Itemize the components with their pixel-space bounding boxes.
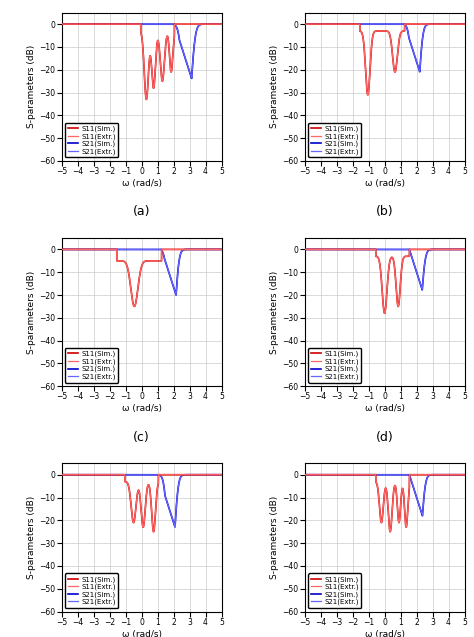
Y-axis label: S-parameters (dB): S-parameters (dB) — [27, 271, 36, 354]
Text: (d): (d) — [376, 431, 393, 444]
Legend: S11(Sim.), S11(Extr.), S21(Sim.), S21(Extr.): S11(Sim.), S11(Extr.), S21(Sim.), S21(Ex… — [65, 123, 118, 157]
Text: (a): (a) — [133, 205, 150, 218]
X-axis label: ω (rad/s): ω (rad/s) — [365, 629, 405, 637]
Legend: S11(Sim.), S11(Extr.), S21(Sim.), S21(Extr.): S11(Sim.), S11(Extr.), S21(Sim.), S21(Ex… — [308, 573, 362, 608]
Y-axis label: S-parameters (dB): S-parameters (dB) — [271, 496, 280, 579]
Text: (b): (b) — [376, 205, 393, 218]
X-axis label: ω (rad/s): ω (rad/s) — [121, 404, 162, 413]
X-axis label: ω (rad/s): ω (rad/s) — [121, 629, 162, 637]
X-axis label: ω (rad/s): ω (rad/s) — [365, 404, 405, 413]
X-axis label: ω (rad/s): ω (rad/s) — [121, 179, 162, 188]
Y-axis label: S-parameters (dB): S-parameters (dB) — [27, 45, 36, 129]
Text: (c): (c) — [133, 431, 150, 444]
Y-axis label: S-parameters (dB): S-parameters (dB) — [271, 271, 280, 354]
Legend: S11(Sim.), S11(Extr.), S21(Sim.), S21(Extr.): S11(Sim.), S11(Extr.), S21(Sim.), S21(Ex… — [308, 348, 362, 383]
Legend: S11(Sim.), S11(Extr.), S21(Sim.), S21(Extr.): S11(Sim.), S11(Extr.), S21(Sim.), S21(Ex… — [65, 573, 118, 608]
Legend: S11(Sim.), S11(Extr.), S21(Sim.), S21(Extr.): S11(Sim.), S11(Extr.), S21(Sim.), S21(Ex… — [65, 348, 118, 383]
Legend: S11(Sim.), S11(Extr.), S21(Sim.), S21(Extr.): S11(Sim.), S11(Extr.), S21(Sim.), S21(Ex… — [308, 123, 362, 157]
Y-axis label: S-parameters (dB): S-parameters (dB) — [271, 45, 280, 129]
X-axis label: ω (rad/s): ω (rad/s) — [365, 179, 405, 188]
Y-axis label: S-parameters (dB): S-parameters (dB) — [27, 496, 36, 579]
